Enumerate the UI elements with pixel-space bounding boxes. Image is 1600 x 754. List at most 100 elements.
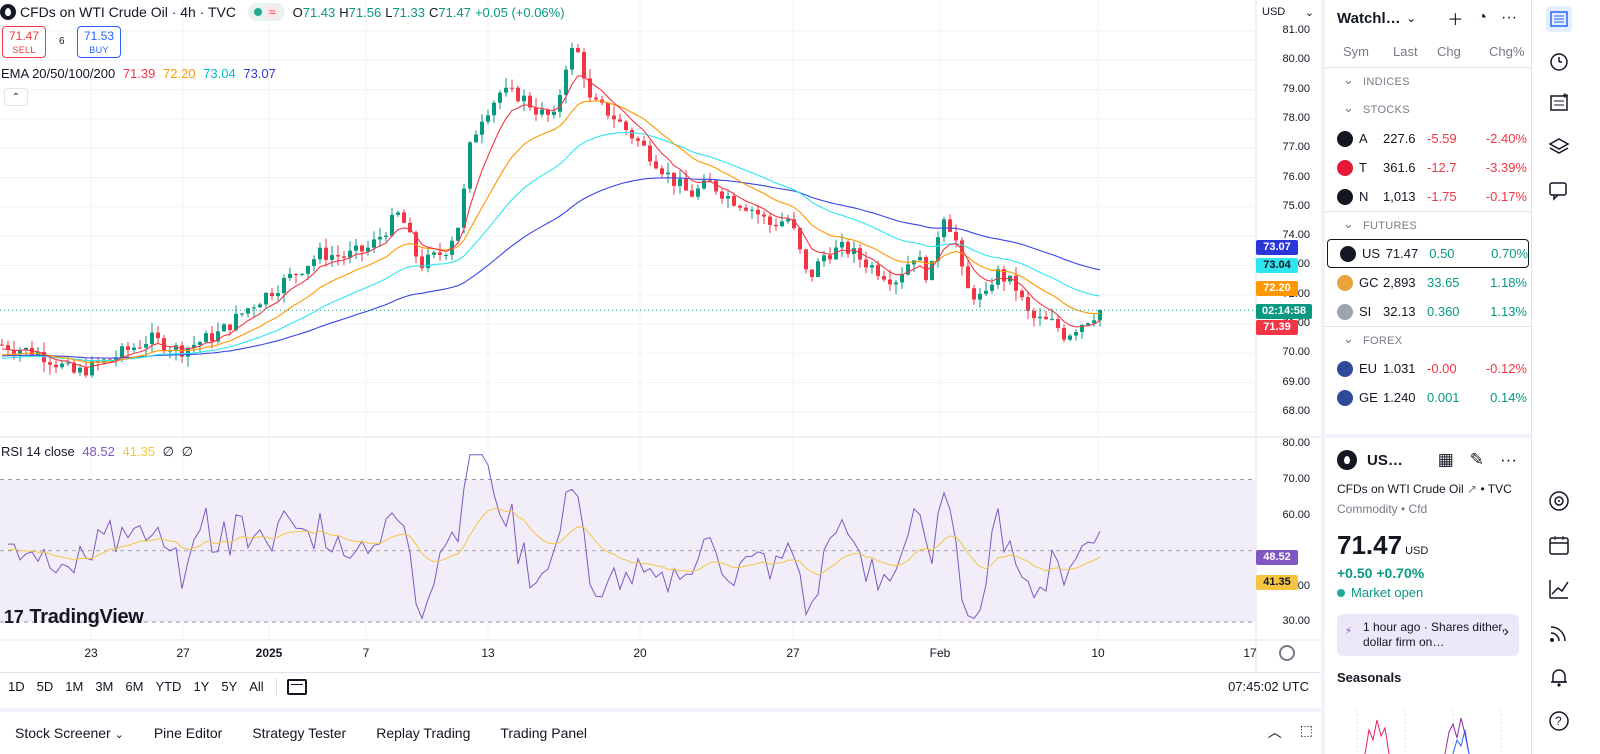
bottom-panel: Stock Screener ⌄ Pine Editor Strategy Te… <box>0 708 1321 754</box>
range-button[interactable]: YTD <box>155 679 182 694</box>
candle-body <box>762 214 766 217</box>
col-chg-pct[interactable]: Chg% <box>1489 44 1525 59</box>
watchlist-row[interactable]: N 1,013 -1.75 -0.17% <box>1325 182 1531 211</box>
candle-body <box>144 344 148 348</box>
add-symbol-icon[interactable]: ＋ <box>1447 12 1464 29</box>
range-button[interactable]: 3M <box>95 679 114 694</box>
watchlist-row[interactable]: T 361.6 -12.7 -3.39% <box>1325 153 1531 182</box>
tab-replay-trading[interactable]: Replay Trading <box>376 725 471 741</box>
range-button[interactable]: 6M <box>125 679 144 694</box>
candle-body <box>870 265 874 268</box>
tab-stock-screener[interactable]: Stock Screener ⌄ <box>0 725 139 741</box>
chart-area[interactable]: CFDs on WTI Crude Oil · 4h · TVC ≈ O71.4… <box>0 0 1321 700</box>
maximize-icon[interactable]: ⬚ <box>1299 722 1313 738</box>
candle-body <box>654 161 658 169</box>
grid-view-icon[interactable]: ▦ <box>1437 450 1454 469</box>
range-button[interactable]: 1Y <box>193 679 210 694</box>
streams-icon[interactable] <box>1546 620 1572 646</box>
symbol-logo-icon <box>1337 130 1353 147</box>
news-card[interactable]: 1 hour ago · Shares dither, dollar firm … <box>1337 614 1519 656</box>
candle-body <box>336 255 340 257</box>
row-change: 33.65 <box>1427 275 1460 290</box>
object-tree-icon[interactable] <box>1546 90 1572 116</box>
ideas-icon[interactable] <box>1546 576 1572 602</box>
go-to-date-icon[interactable] <box>286 678 307 695</box>
details-price: 71.47 <box>1337 530 1403 560</box>
settings-gear-icon[interactable] <box>1279 645 1295 661</box>
candle-body <box>402 212 406 223</box>
market-status-pill[interactable]: ≈ <box>248 3 285 21</box>
edit-icon[interactable]: ✎ <box>1469 450 1485 469</box>
watchlist-row[interactable]: GC 2,893 33.65 1.18% <box>1325 268 1531 297</box>
seasonals-chart[interactable] <box>1345 710 1515 754</box>
tab-strategy-tester[interactable]: Strategy Tester <box>252 725 347 741</box>
col-chg[interactable]: Chg <box>1437 44 1461 59</box>
range-button[interactable]: 5Y <box>221 679 238 694</box>
chevron-up-icon[interactable]: ︿ <box>1267 724 1282 740</box>
advanced-view-icon[interactable]: ◔ <box>1477 9 1488 26</box>
oil-drop-icon <box>1337 450 1357 470</box>
watchlist-row[interactable]: EU 1.031 -0.00 -0.12% <box>1325 354 1531 383</box>
row-last: 71.47 <box>1385 246 1419 261</box>
help-icon[interactable]: ? <box>1546 708 1572 734</box>
candle-body <box>54 364 58 368</box>
candle-body <box>516 87 520 102</box>
watchlist-row[interactable]: A 227.6 -5.59 -2.40% <box>1325 124 1531 153</box>
col-sym[interactable]: Sym <box>1343 44 1369 59</box>
rsi-ma-tag: 41.35 <box>1256 575 1298 590</box>
watchlist-icon[interactable] <box>1546 6 1572 32</box>
section-stocks[interactable]: STOCKS <box>1325 96 1531 124</box>
section-forex[interactable]: FOREX <box>1325 326 1531 354</box>
more-icon[interactable]: ··· <box>1501 9 1517 26</box>
price-chart[interactable] <box>0 0 1321 672</box>
watchlist-row[interactable]: US 71.47 0.50 0.70% <box>1327 239 1529 268</box>
range-button[interactable]: All <box>249 679 264 694</box>
more-icon[interactable]: ··· <box>1500 450 1517 469</box>
candle-body <box>990 284 994 291</box>
calendar-icon[interactable] <box>1546 532 1572 558</box>
collapse-legend-button[interactable]: ⌃ <box>4 88 28 106</box>
chat-icon[interactable] <box>1546 178 1572 204</box>
tab-pine-editor[interactable]: Pine Editor <box>153 725 223 741</box>
buy-button[interactable]: 71.53 BUY <box>77 26 121 58</box>
watchlist-row[interactable]: SI 32.13 0.360 1.13% <box>1325 297 1531 326</box>
candle-body <box>528 95 532 108</box>
currency-select[interactable]: USD ⌄ <box>1258 2 1318 22</box>
seasonals-title[interactable]: Seasonals <box>1337 670 1402 685</box>
layers-icon[interactable] <box>1546 134 1572 160</box>
rsi-legend[interactable]: RSI 14 close 48.52 41.35 ∅ ∅ <box>1 444 193 460</box>
ema-legend[interactable]: EMA 20/50/100/200 71.39 72.20 73.04 73.0… <box>1 66 276 81</box>
clock[interactable]: 07:45:02 UTC <box>1228 679 1309 694</box>
col-last[interactable]: Last <box>1393 44 1418 59</box>
watchlist-row[interactable]: GE 1.240 0.001 0.14% <box>1325 383 1531 412</box>
details-symbol[interactable]: US… <box>1367 451 1403 469</box>
range-button[interactable]: 5D <box>36 679 54 694</box>
external-link-icon[interactable]: ↗ <box>1467 482 1478 496</box>
section-indices[interactable]: INDICES <box>1325 68 1531 96</box>
details-source[interactable]: TVC <box>1487 482 1512 496</box>
chevron-down-icon: ⌄ <box>114 729 124 741</box>
details-name[interactable]: CFDs on WTI Crude Oil <box>1337 482 1464 496</box>
panel-divider[interactable] <box>1321 0 1325 754</box>
watchlist-title[interactable]: Watchl… <box>1337 9 1401 27</box>
notifications-bell-icon[interactable] <box>1546 664 1572 690</box>
ema200-value: 73.07 <box>243 66 276 81</box>
range-button[interactable]: 1D <box>8 679 25 694</box>
price-tick-label: 69.00 <box>1282 375 1310 388</box>
target-icon[interactable] <box>1546 488 1572 514</box>
candle-body <box>996 269 1000 285</box>
rsi-tag: 48.52 <box>1256 550 1298 565</box>
tradingview-logo[interactable]: 17 TradingView <box>4 606 144 629</box>
section-futures[interactable]: FUTURES <box>1325 211 1531 239</box>
chart-title[interactable]: CFDs on WTI Crude Oil · 4h · TVC <box>20 4 237 20</box>
range-button[interactable]: 1M <box>65 679 84 694</box>
candle-body <box>738 205 742 208</box>
candle-body <box>816 261 820 278</box>
ema200-line <box>1 177 1101 359</box>
alerts-clock-icon[interactable] <box>1546 48 1572 74</box>
tab-trading-panel[interactable]: Trading Panel <box>500 725 588 741</box>
candle-body <box>228 324 232 331</box>
chevron-down-icon[interactable]: ⌄ <box>1406 12 1416 25</box>
watchlist-panel: Watchl… ⌄ ＋ ◔ ··· Sym Last Chg Chg% INDI… <box>1325 0 1531 430</box>
sell-button[interactable]: 71.47 SELL <box>2 26 46 58</box>
